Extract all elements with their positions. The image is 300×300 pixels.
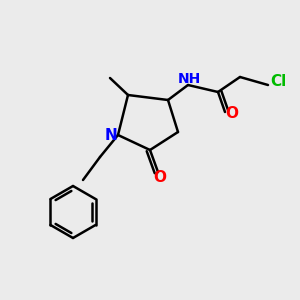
Text: Cl: Cl	[270, 74, 286, 89]
Text: NH: NH	[177, 72, 201, 86]
Text: O: O	[154, 169, 166, 184]
Text: N: N	[105, 128, 117, 142]
Text: O: O	[226, 106, 238, 122]
